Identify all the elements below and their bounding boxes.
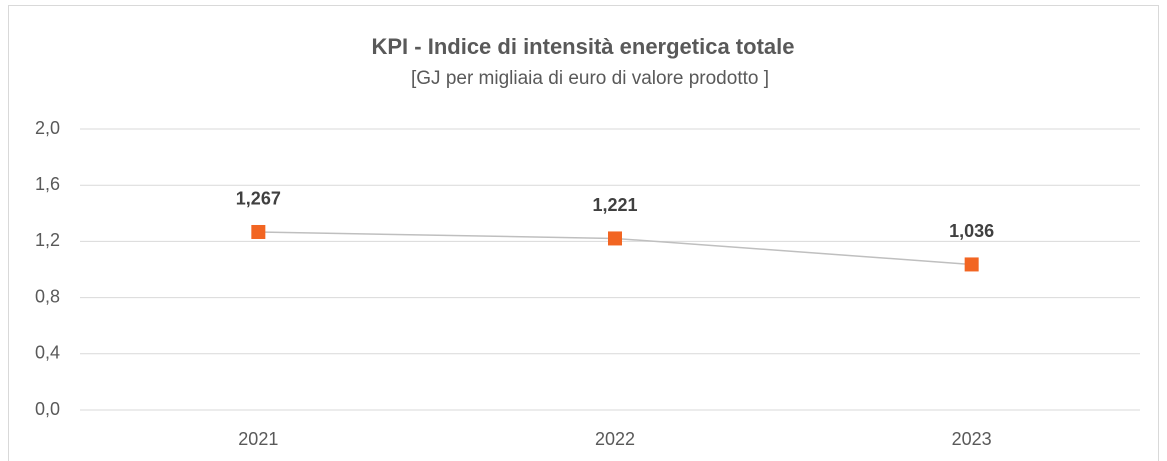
- x-tick-label: 2021: [238, 429, 278, 449]
- data-point: [251, 224, 266, 239]
- y-tick-label: 0,4: [35, 343, 60, 363]
- y-tick-label: 0,0: [35, 399, 60, 419]
- x-tick-label: 2022: [595, 429, 635, 449]
- y-tick-label: 0,8: [35, 286, 60, 306]
- y-tick-label: 1,6: [35, 174, 60, 194]
- data-label: 1,036: [949, 221, 994, 241]
- chart-subtitle: [GJ per migliaia di euro di valore prodo…: [411, 68, 769, 89]
- chart-border: [8, 5, 1159, 461]
- data-label: 1,221: [592, 195, 637, 215]
- chart-title: KPI - Indice di intensità energetica tot…: [372, 34, 795, 59]
- y-tick-label: 2,0: [35, 118, 60, 138]
- data-point: [608, 231, 622, 246]
- x-tick-label: 2023: [952, 429, 992, 449]
- data-label: 1,267: [236, 189, 281, 209]
- y-tick-label: 1,2: [35, 230, 60, 250]
- data-point: [964, 257, 979, 272]
